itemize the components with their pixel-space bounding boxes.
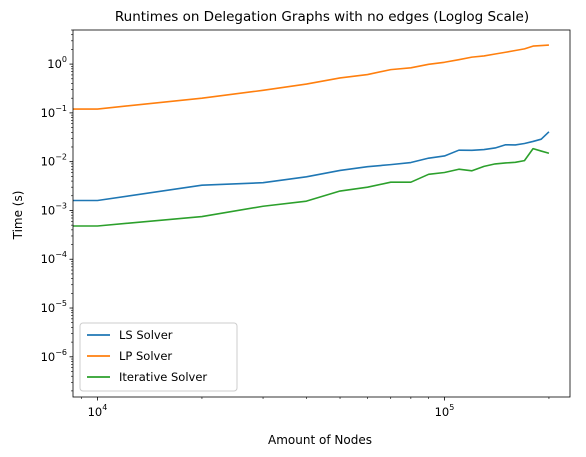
y-tick-label: 10−2	[41, 153, 67, 169]
y-tick-label: 10−4	[41, 250, 67, 266]
y-axis-label: Time (s)	[11, 191, 25, 241]
legend: LS Solver LP Solver Iterative Solver	[79, 322, 238, 392]
x-axis-label: Amount of Nodes	[268, 433, 372, 447]
major-ticks	[69, 63, 445, 401]
legend-label-lp-solver: LP Solver	[119, 349, 172, 363]
y-tick-label: 10−6	[41, 348, 67, 364]
series-line-lp-solver	[73, 44, 549, 110]
legend-label-iterative-solver: Iterative Solver	[119, 370, 207, 384]
series-line-ls-solver	[73, 131, 550, 202]
legend-box	[79, 322, 238, 392]
y-tick-labels: 10−6 10−5 10−4 10−3 10−2 10−1 100	[41, 55, 67, 364]
chart-title: Runtimes on Delegation Graphs with no ed…	[115, 9, 529, 25]
y-tick-label: 100	[47, 55, 67, 71]
plot-lines	[73, 44, 550, 227]
series-line-iterative-solver	[73, 147, 550, 227]
x-tick-label: 105	[435, 403, 455, 419]
y-tick-label: 10−3	[41, 201, 67, 217]
y-tick-label: 10−5	[41, 299, 67, 315]
plot-frame	[72, 29, 571, 398]
y-tick-label: 10−1	[41, 104, 67, 120]
legend-label-ls-solver: LS Solver	[119, 328, 173, 342]
x-tick-labels: 104 105	[88, 403, 455, 419]
x-tick-label: 104	[88, 403, 108, 419]
